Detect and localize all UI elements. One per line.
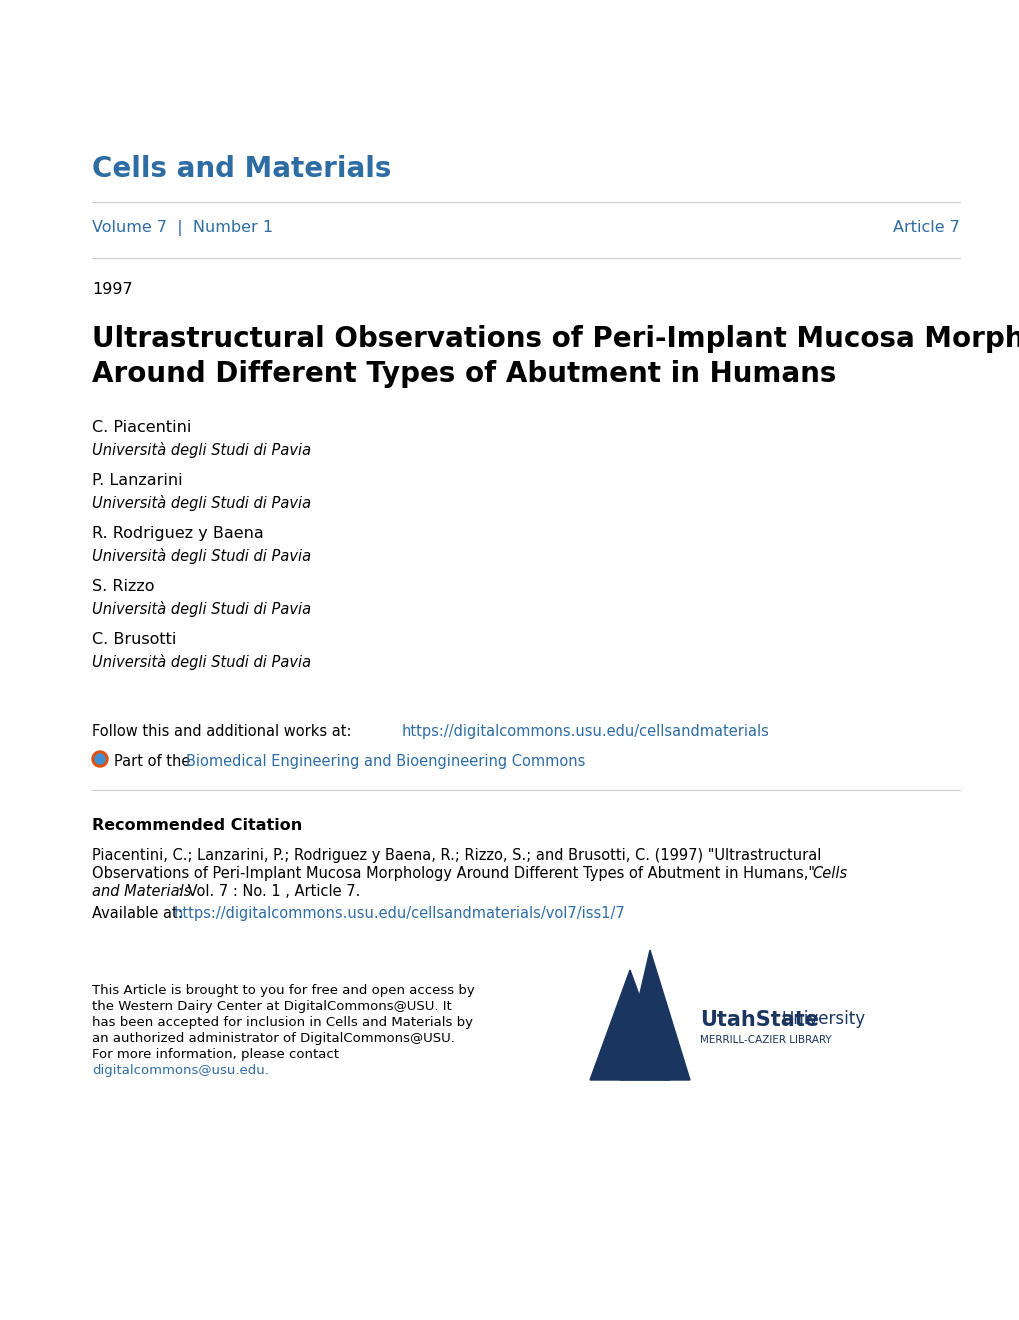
Text: C. Brusotti: C. Brusotti [92,632,176,647]
Circle shape [95,754,105,764]
Text: digitalcommons@usu.edu.: digitalcommons@usu.edu. [92,1064,269,1077]
Text: For more information, please contact: For more information, please contact [92,1048,338,1061]
Text: C. Piacentini: C. Piacentini [92,420,192,436]
Text: https://digitalcommons.usu.edu/cellsandmaterials: https://digitalcommons.usu.edu/cellsandm… [401,723,769,739]
Text: Cells and Materials: Cells and Materials [92,154,391,183]
Text: and Materials: and Materials [92,884,192,899]
Text: Article 7: Article 7 [893,220,959,235]
Text: R. Rodriguez y Baena: R. Rodriguez y Baena [92,525,264,541]
Text: Piacentini, C.; Lanzarini, P.; Rodriguez y Baena, R.; Rizzo, S.; and Brusotti, C: Piacentini, C.; Lanzarini, P.; Rodriguez… [92,847,820,863]
Text: P. Lanzarini: P. Lanzarini [92,473,182,488]
Text: Università degli Studi di Pavia: Università degli Studi di Pavia [92,442,311,458]
Text: MERRILL-CAZIER LIBRARY: MERRILL-CAZIER LIBRARY [699,1035,830,1045]
Text: Università degli Studi di Pavia: Università degli Studi di Pavia [92,548,311,564]
Text: S. Rizzo: S. Rizzo [92,579,154,594]
Text: Follow this and additional works at:: Follow this and additional works at: [92,723,356,739]
Text: Università degli Studi di Pavia: Università degli Studi di Pavia [92,653,311,671]
Polygon shape [620,950,689,1080]
Text: Around Different Types of Abutment in Humans: Around Different Types of Abutment in Hu… [92,360,836,388]
Text: This Article is brought to you for free and open access by: This Article is brought to you for free … [92,983,474,997]
Text: Part of the: Part of the [114,754,195,770]
Text: University: University [782,1010,865,1028]
Text: Università degli Studi di Pavia: Università degli Studi di Pavia [92,601,311,616]
Text: 1997: 1997 [92,282,132,297]
Text: has been accepted for inclusion in Cells and Materials by: has been accepted for inclusion in Cells… [92,1016,473,1030]
Text: Volume 7  |  Number 1: Volume 7 | Number 1 [92,220,273,236]
Text: Università degli Studi di Pavia: Università degli Studi di Pavia [92,495,311,511]
Text: https://digitalcommons.usu.edu/cellsandmaterials/vol7/iss1/7: https://digitalcommons.usu.edu/cellsandm… [174,906,625,921]
Text: Biomedical Engineering and Bioengineering Commons: Biomedical Engineering and Bioengineerin… [185,754,585,770]
Text: Recommended Citation: Recommended Citation [92,818,302,833]
Text: Available at:: Available at: [92,906,187,921]
Polygon shape [589,970,669,1080]
Text: Ultrastructural Observations of Peri-Implant Mucosa Morphology: Ultrastructural Observations of Peri-Imp… [92,325,1019,352]
Text: an authorized administrator of DigitalCommons@USU.: an authorized administrator of DigitalCo… [92,1032,454,1045]
Text: UtahState: UtahState [699,1010,818,1030]
Text: Cells: Cells [811,866,847,880]
Circle shape [92,751,108,767]
Text: Observations of Peri-Implant Mucosa Morphology Around Different Types of Abutmen: Observations of Peri-Implant Mucosa Morp… [92,866,819,880]
Text: the Western Dairy Center at DigitalCommons@USU. It: the Western Dairy Center at DigitalCommo… [92,1001,451,1012]
Text: : Vol. 7 : No. 1 , Article 7.: : Vol. 7 : No. 1 , Article 7. [178,884,360,899]
